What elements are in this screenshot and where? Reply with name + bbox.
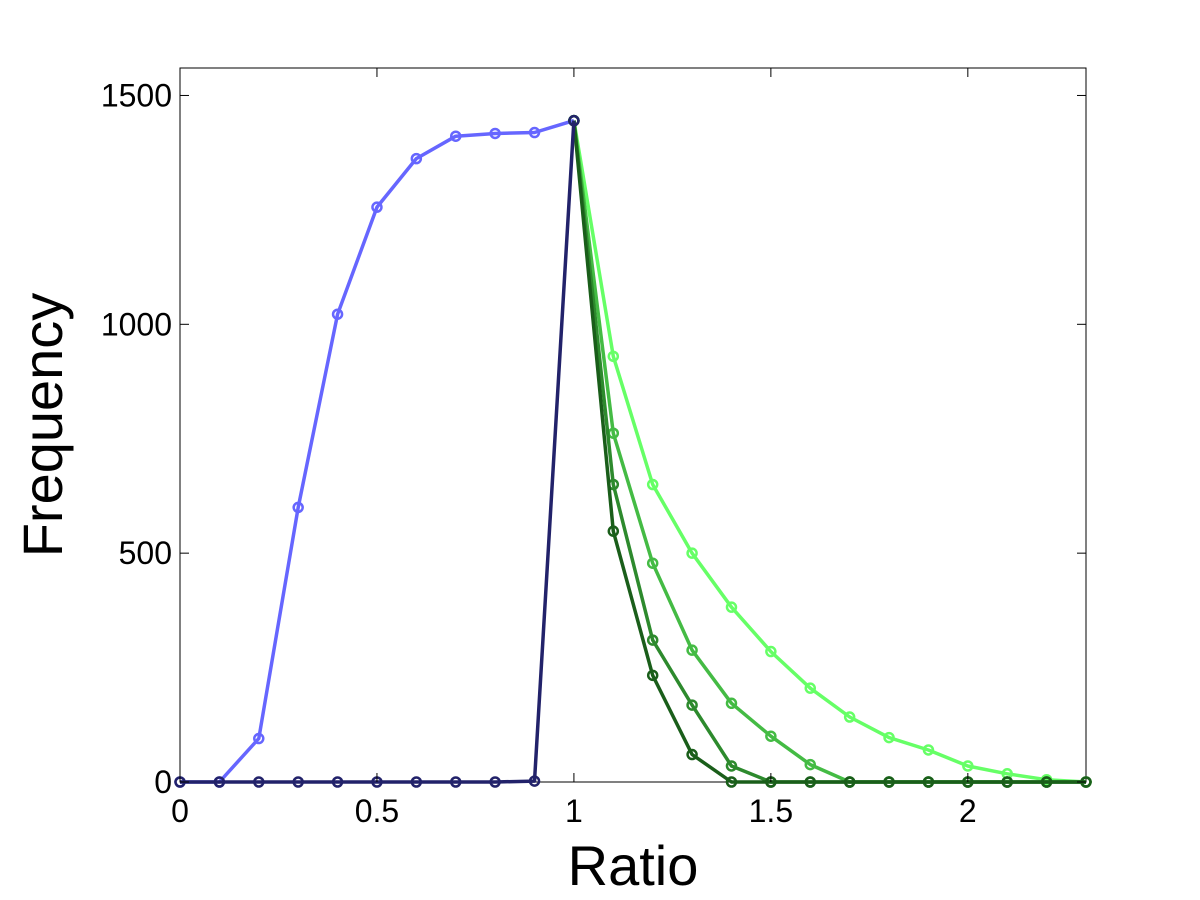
- data-point: [410, 776, 423, 788]
- data-point: [528, 775, 541, 787]
- data-point: [1040, 776, 1053, 788]
- data-point: [646, 557, 659, 569]
- data-point: [725, 601, 738, 613]
- data-point: [686, 644, 698, 656]
- data-point: [292, 501, 304, 514]
- data-point: [843, 711, 856, 723]
- x-axis-label: Ratio: [568, 834, 699, 897]
- data-point: [883, 731, 895, 744]
- data-point: [804, 682, 817, 694]
- data-point: [646, 669, 659, 682]
- tick-layer: 0 0.5 1 1.5 2 0 500 1000 1500: [101, 68, 1086, 829]
- x-tick-label: 0: [171, 793, 189, 829]
- y-tick-label: 1000: [101, 306, 172, 342]
- data-point: [883, 776, 895, 788]
- data-point: [646, 478, 659, 491]
- data-point: [489, 776, 501, 788]
- x-tick-label: 2: [959, 793, 977, 829]
- data-point: [410, 152, 423, 165]
- y-axis-label: Frequency: [11, 293, 74, 558]
- data-point: [725, 697, 738, 710]
- data-point: [843, 776, 856, 788]
- data-point: [292, 776, 304, 788]
- data-point: [213, 776, 226, 788]
- data-point: [253, 776, 265, 788]
- data-point: [765, 730, 777, 742]
- data-point: [725, 776, 738, 788]
- x-tick-label: 1.5: [749, 793, 793, 829]
- data-point: [725, 760, 738, 772]
- data-point: [686, 748, 698, 761]
- series-line: [180, 118, 575, 784]
- data-point: [962, 760, 974, 772]
- y-tick-label: 1500: [101, 77, 172, 113]
- x-tick-label: 0.5: [355, 793, 399, 829]
- data-point: [331, 308, 344, 320]
- data-point: [449, 130, 462, 142]
- data-point: [449, 776, 462, 788]
- data-point: [646, 634, 659, 646]
- data-point: [489, 127, 501, 140]
- data-point: [607, 525, 620, 537]
- data-point: [804, 758, 817, 771]
- data-point: [528, 126, 541, 139]
- data-point: [607, 350, 620, 363]
- data-point: [1001, 776, 1013, 788]
- series-1: [174, 114, 580, 788]
- x-tick-label: 1: [565, 793, 583, 829]
- data-point: [371, 201, 383, 213]
- data-point: [686, 547, 698, 559]
- y-tick-label: 0: [154, 764, 172, 800]
- data-point: [686, 699, 698, 711]
- series-line: [572, 120, 1086, 784]
- data-point: [253, 732, 265, 745]
- data-point: [922, 744, 935, 756]
- data-point: [804, 776, 817, 788]
- data-point: [922, 776, 935, 788]
- y-tick-label: 500: [119, 535, 172, 571]
- series-line: [572, 120, 1087, 784]
- data-point: [765, 645, 777, 658]
- data-point: [331, 776, 344, 788]
- data-point: [568, 114, 580, 127]
